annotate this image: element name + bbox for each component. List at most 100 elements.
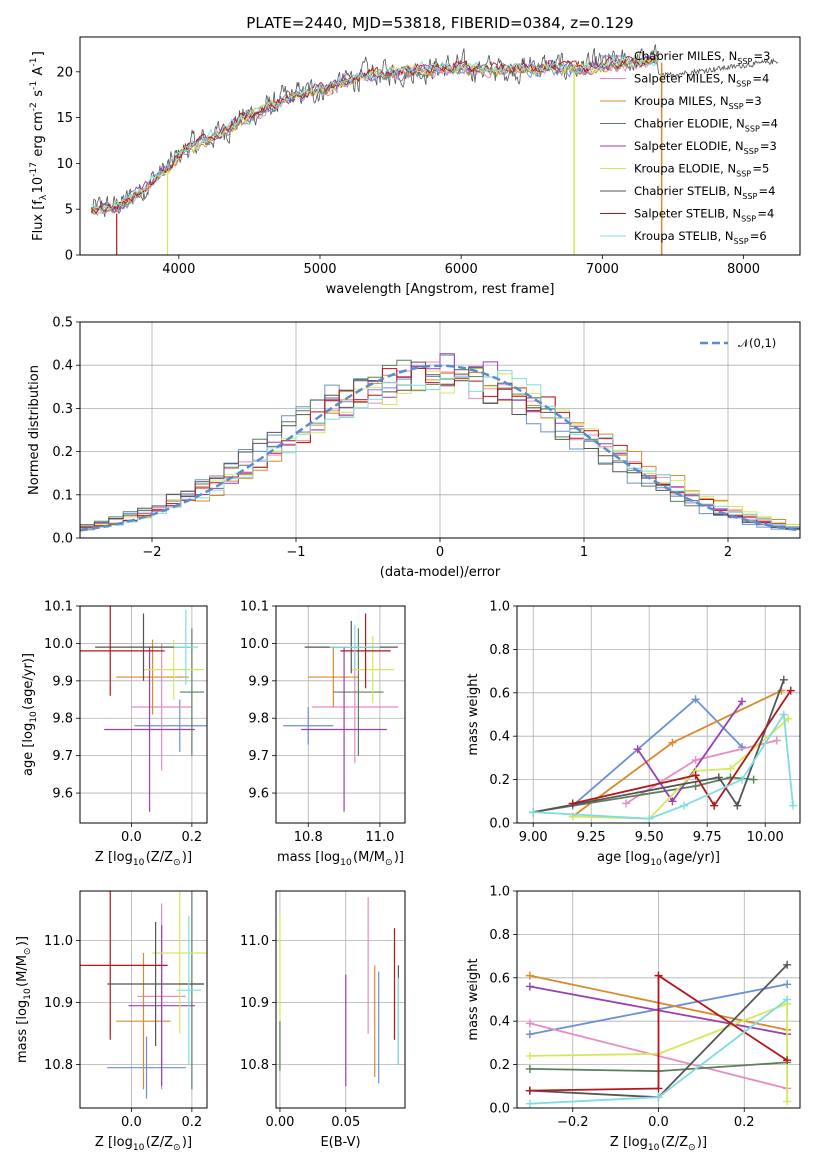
weight_vs_age-point-marker xyxy=(784,714,793,723)
weight_vs_age-point-marker xyxy=(749,775,758,784)
weight_vs_z-point-marker xyxy=(654,1093,663,1102)
weight_vs_z-y-tick-label: 0.2 xyxy=(489,1058,510,1073)
age_vs_z-axes-frame xyxy=(79,605,208,824)
mass_vs_z-errorbar-point xyxy=(176,915,201,1065)
spectrum-y-tick-label: 15 xyxy=(56,111,73,126)
spectrum-x-tick-label: 4000 xyxy=(162,262,195,277)
residuals-plot-area xyxy=(80,353,800,532)
spectrum-plot-area xyxy=(90,44,779,255)
age_vs_mass-errorbar-point xyxy=(351,635,395,704)
residuals-x-tick-label: 1 xyxy=(580,545,588,560)
weight_vs_z-point-marker xyxy=(783,1097,792,1106)
mass_vs_ebv-plot-area xyxy=(279,897,400,1087)
weight_vs_age-point-marker xyxy=(691,695,700,704)
spectrum-y-tick-label: 0 xyxy=(65,249,73,264)
residuals-legend-label: 𝒩(0,1) xyxy=(738,336,776,350)
age_vs_z-y-tick-label: 9.8 xyxy=(52,712,73,727)
spectrum-x-tick-label: 6000 xyxy=(445,262,478,277)
spectrum-axes-frame xyxy=(79,36,801,256)
weight_vs_z-point-marker xyxy=(783,980,792,989)
gaussian-curve xyxy=(80,364,800,532)
age_vs_mass-axes-group: 10.8 11.0 9.6 9.7 9.8 9.9 10.0 10.1 mass [log10 … xyxy=(240,600,406,868)
weight_vs_age-x-tick-label: 9.25 xyxy=(577,830,606,845)
weight_vs_age-x-tick-label: 9.75 xyxy=(693,830,722,845)
mass_vs_z-x-tick-label: 0.2 xyxy=(182,1115,203,1130)
weight_vs_z-point-marker xyxy=(525,971,534,980)
age_vs_z-axes-group: 0.0 0.2 9.6 9.7 9.8 9.9 10.0 10.1 Z [log10 (Z/Z⊙… xyxy=(21,600,208,868)
mass_vs_ebv-x-tick-label: 0.00 xyxy=(265,1115,294,1130)
weight_vs_age-point-marker xyxy=(779,675,788,684)
weight_vs_z-axes-frame xyxy=(516,890,801,1109)
weight_vs_z-point-marker xyxy=(525,1099,534,1108)
residuals-axes-frame xyxy=(79,321,801,539)
spectrum-legend-entry: Salpeter STELIB, NSSP =4 xyxy=(634,207,774,224)
mass_vs_ebv-x-axis-label: E(B-V) xyxy=(320,1135,360,1150)
weight_vs_z-point-marker xyxy=(783,1056,792,1065)
mass_vs_z-errorbar-point xyxy=(107,922,204,1046)
mass_vs_z-errorbar-point xyxy=(152,891,207,1034)
weight_vs_age-y-axis-label: mass weight xyxy=(466,673,481,755)
spectrum-series-line xyxy=(90,57,659,213)
weight_vs_age-point-marker xyxy=(691,771,700,780)
weight_vs_z-series-line xyxy=(529,1002,788,1102)
mass_vs_ebv-x-tick-label: 0.05 xyxy=(331,1115,360,1130)
age_vs_mass-errorbar-point xyxy=(329,624,380,670)
spectrum-series-line xyxy=(90,54,659,215)
spectrum-legend-entry: Kroupa STELIB, NSSP =6 xyxy=(634,229,767,246)
spectrum-y-axis-label: Flux [fλ 10-17 erg cm-2 s-1 A-1 ] xyxy=(29,51,49,241)
weight_vs_age-plot-area xyxy=(529,675,798,823)
weight_vs_age-point-marker xyxy=(680,801,689,810)
mass_vs_ebv-y-tick-label: 10.9 xyxy=(240,996,269,1011)
weight_vs_age-point-marker xyxy=(645,814,654,823)
weight_vs_z-plot-area xyxy=(525,960,792,1108)
spectrum-x-tick-label: 8000 xyxy=(727,262,760,277)
mass_vs_z-errorbar-point xyxy=(107,1036,186,1099)
weight_vs_z-x-tick-label: −0.2 xyxy=(557,1115,589,1130)
age_vs_mass-plot-area xyxy=(283,613,398,812)
weight_vs_age-point-marker xyxy=(726,764,735,773)
spectrum-series-line xyxy=(91,55,659,215)
age_vs_mass-y-tick-label: 9.9 xyxy=(248,674,269,689)
weight_vs_age-point-marker xyxy=(668,797,677,806)
mass_vs_z-y-tick-label: 11.0 xyxy=(44,934,73,949)
weight_vs_age-x-axis-label: age [log10 (age/yr)] xyxy=(597,850,720,868)
weight_vs_z-point-marker xyxy=(654,971,663,980)
residuals-x-tick-label: 0 xyxy=(436,545,444,560)
mass_vs_z-plot-area xyxy=(80,891,207,1099)
age_vs_z-y-tick-label: 9.6 xyxy=(52,787,73,802)
age_vs_mass-errorbar-point xyxy=(301,647,388,812)
age_vs_z-y-tick-label: 9.7 xyxy=(52,749,73,764)
weight_vs_age-point-marker xyxy=(772,736,781,745)
weight_vs_z-point-marker xyxy=(525,1019,534,1028)
mass_vs_z-errorbar-point xyxy=(80,891,168,1040)
mass_vs_ebv-y-tick-label: 10.8 xyxy=(240,1058,269,1073)
residuals-x-tick-label: −2 xyxy=(142,545,161,560)
age_vs_mass-errorbar-point xyxy=(283,707,334,745)
mass_vs_z-y-tick-label: 10.8 xyxy=(44,1058,73,1073)
age_vs_mass-axes-frame xyxy=(275,605,406,824)
weight_vs_z-y-tick-label: 0.8 xyxy=(489,928,510,943)
residuals-y-tick-label: 0.0 xyxy=(52,532,73,547)
weight_vs_age-point-marker xyxy=(779,710,788,719)
spectrum-series-line xyxy=(91,56,659,214)
spectrum-y-tick-label: 5 xyxy=(65,203,73,218)
weight_vs_age-point-marker xyxy=(622,799,631,808)
age_vs_z-errorbar-point xyxy=(131,643,192,771)
age_vs_mass-x-axis-label: mass [log10 (M/M⊙ )] xyxy=(277,850,404,868)
mass_vs_z-axes-group: 0.0 0.2 10.8 10.9 11.0 Z [log10 (Z/Z⊙ )] mass … xyxy=(15,890,208,1153)
weight_vs_age-y-tick-label: 0.8 xyxy=(489,643,510,658)
weight_vs_age-point-marker xyxy=(710,801,719,810)
weight_vs_z-x-tick-label: 0.2 xyxy=(734,1115,755,1130)
weight_vs_age-point-marker xyxy=(714,773,723,782)
spectrum-legend-entry: Salpeter ELODIE, NSSP =3 xyxy=(634,139,777,156)
figure-title: PLATE=2440, MJD=53818, FIBERID=0384, z=0… xyxy=(246,14,633,32)
age_vs_z-errorbar-point xyxy=(179,628,204,756)
mass_vs_z-axes-frame xyxy=(79,890,208,1109)
weight_vs_z-point-marker xyxy=(525,1051,534,1060)
spectrum-legend-entry: Salpeter MILES, NSSP =4 xyxy=(634,72,769,89)
spectrum-series-line xyxy=(91,56,659,216)
spectrum-x-tick-label: 5000 xyxy=(303,262,336,277)
age_vs_z-y-tick-label: 10.0 xyxy=(44,637,73,652)
age_vs_mass-errorbar-point xyxy=(308,647,359,708)
